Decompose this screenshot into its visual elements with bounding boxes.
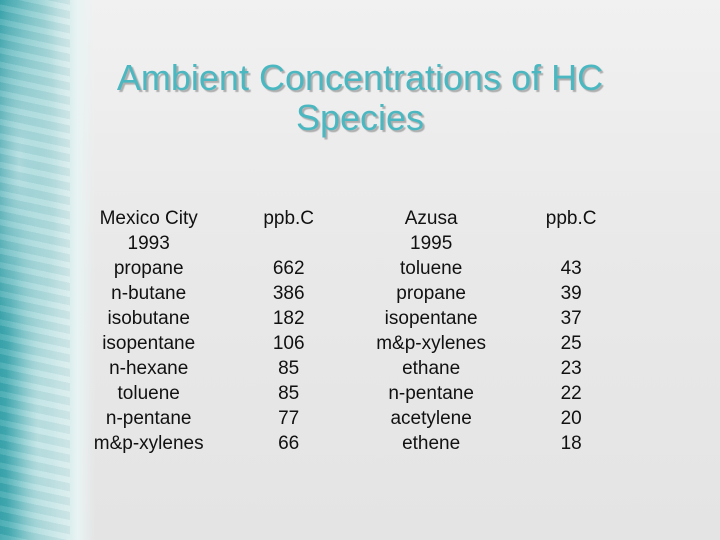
azusa-species-cell: acetylene xyxy=(390,408,472,429)
azusa-value-cell: 22 xyxy=(560,383,582,404)
azusa-unit-header: ppb.C xyxy=(546,206,597,256)
mexico-city-species-cell: isobutane xyxy=(107,308,190,329)
azusa-species-cell: toluene xyxy=(399,258,463,279)
mexico-city-unit-header: ppb.C xyxy=(263,206,314,256)
mexico-city-value-cell: 182 xyxy=(272,308,305,329)
mexico-city-value-cell: 77 xyxy=(278,408,300,429)
azusa-species-cell: ethane xyxy=(402,358,461,379)
slide-title-line-1: Ambient Concentrations of HC xyxy=(116,57,604,98)
mexico-city-species-cell: toluene xyxy=(117,383,180,404)
mexico-city-unit-label: ppb.C xyxy=(263,208,315,229)
mexico-city-value-cell: 66 xyxy=(278,433,300,454)
azusa-species-column: Azusa 1995 toluene propane isopentane m&… xyxy=(355,206,507,456)
mexico-city-species-cell: isopentane xyxy=(102,333,196,354)
azusa-species-cell: isopentane xyxy=(384,308,478,329)
mexico-city-values-column: ppb.C 662 386 182 106 85 85 77 66 xyxy=(222,206,355,456)
azusa-species-cell: propane xyxy=(396,283,466,304)
azusa-header-year: 1995 xyxy=(410,233,453,254)
mexico-city-value-cell: 386 xyxy=(272,283,305,304)
mexico-city-species-cell: m&p-xylenes xyxy=(93,433,204,454)
mexico-city-value-cell: 662 xyxy=(272,258,305,279)
concentration-table: Mexico City 1993 propane n-butane isobut… xyxy=(75,206,635,456)
mexico-city-value-cell: 85 xyxy=(278,358,300,379)
decorative-side-stripe xyxy=(0,0,95,540)
azusa-value-cell: 18 xyxy=(560,433,582,454)
azusa-header: Azusa 1995 xyxy=(405,206,458,256)
azusa-value-cell: 23 xyxy=(560,358,582,379)
mexico-city-species-cell: n-pentane xyxy=(105,408,192,429)
slide-title: Ambient Concentrations of HC Species xyxy=(40,58,680,138)
azusa-values-column: ppb.C 43 39 37 25 23 22 20 18 xyxy=(507,206,635,456)
azusa-value-cell: 43 xyxy=(560,258,582,279)
mexico-city-species-cell: propane xyxy=(113,258,184,279)
azusa-unit-label: ppb.C xyxy=(545,208,597,229)
azusa-species-cell: m&p-xylenes xyxy=(376,333,487,354)
azusa-value-cell: 37 xyxy=(560,308,582,329)
mexico-city-species-cell: n-hexane xyxy=(109,358,189,379)
azusa-value-cell: 20 xyxy=(560,408,582,429)
mexico-city-header: Mexico City 1993 xyxy=(100,206,198,256)
azusa-value-cell: 39 xyxy=(560,283,582,304)
mexico-city-species-cell: n-butane xyxy=(111,283,187,304)
azusa-value-cell: 25 xyxy=(560,333,582,354)
mexico-city-species-column: Mexico City 1993 propane n-butane isobut… xyxy=(75,206,222,456)
azusa-species-cell: ethene xyxy=(402,433,461,454)
azusa-species-cell: n-pentane xyxy=(388,383,474,404)
mexico-city-header-year: 1993 xyxy=(127,233,170,254)
mexico-city-header-name: Mexico City xyxy=(99,208,198,229)
mexico-city-value-cell: 85 xyxy=(278,383,300,404)
mexico-city-value-cell: 106 xyxy=(272,333,305,354)
slide-title-line-2: Species xyxy=(295,97,425,138)
azusa-header-name: Azusa xyxy=(404,208,458,229)
